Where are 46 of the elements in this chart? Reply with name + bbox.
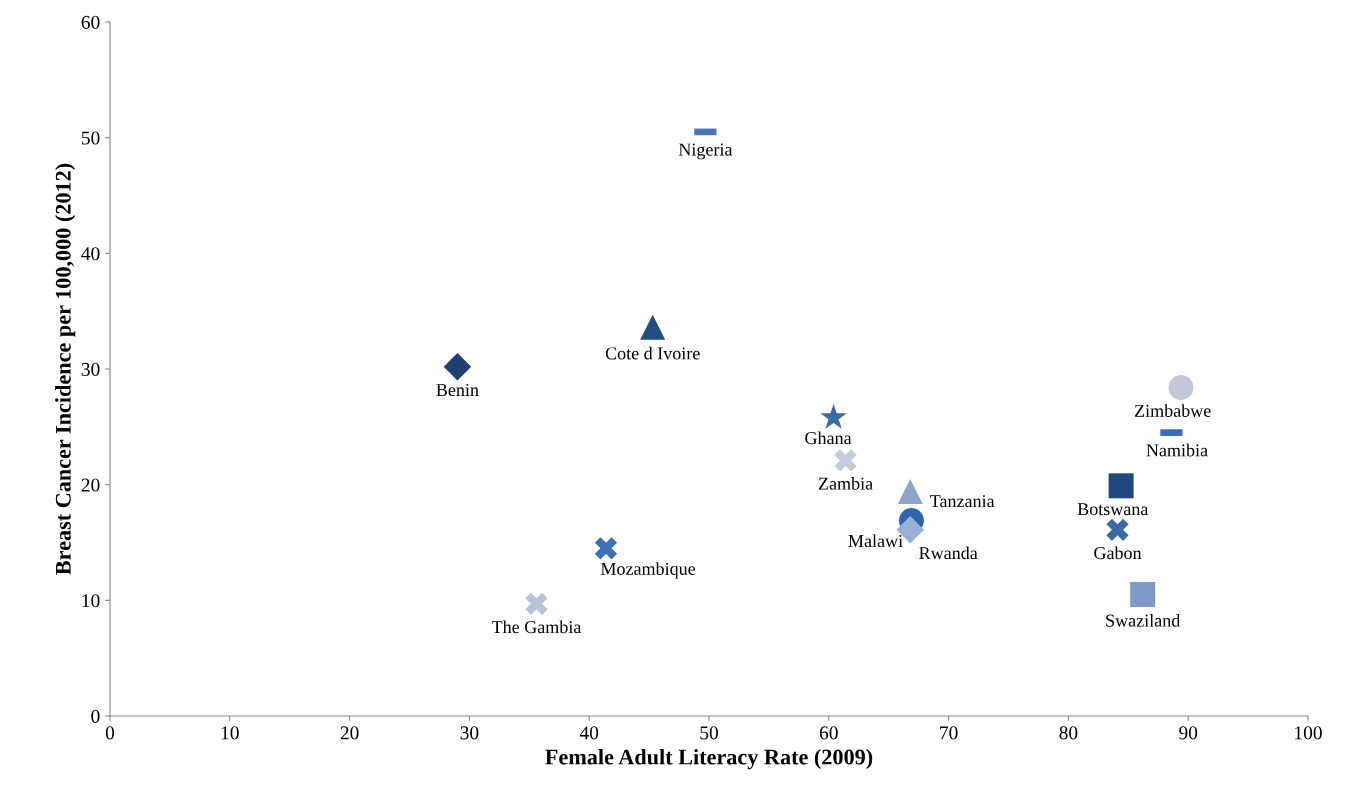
point [594,537,618,560]
point [525,592,548,615]
x-axis-title: Female Adult Literacy Rate (2009) [545,748,873,770]
x-tick-label: 70 [940,726,958,740]
y-tick-label: 10 [82,594,100,608]
series-label: Mozambique [600,562,696,579]
y-tick-label: 0 [91,709,100,723]
x-tick-label: 100 [1295,726,1322,740]
x-tick-label: 80 [1059,726,1078,740]
y-axis-title: Breast Cancer Incidence per 100,000 (2012) [55,163,76,575]
series-label: The Gambia [491,620,582,634]
point [1130,582,1156,608]
series-label: Botswana [1077,503,1149,516]
series-label: Ghana [805,431,852,445]
y-tick-label: 50 [81,131,100,145]
series-label: Tanzania [930,495,995,508]
x-tick-label: 50 [700,726,718,740]
y-tick-label: 60 [81,15,100,29]
point [1108,473,1134,499]
x-tick-label: 90 [1179,726,1198,740]
series-label: Benin [436,383,479,397]
y-tick-label: 40 [81,247,100,261]
series-label: Zimbabwe [1134,404,1211,417]
series-label: Namibia [1146,443,1208,457]
point [443,352,472,381]
x-tick-label: 30 [460,726,479,740]
x-tick-label: 60 [819,726,838,740]
series-label: Zambia [818,477,873,490]
series-label: Nigeria [678,143,733,160]
point [834,449,857,472]
series-label: Gabon [1094,546,1142,560]
point [820,403,847,429]
x-tick-label: 0 [105,726,115,740]
x-tick-label: 10 [221,726,239,740]
series-label: Rwanda [919,546,978,560]
y-tick-label: 30 [81,362,100,376]
point [897,479,923,505]
x-tick-label: 20 [340,726,359,740]
series-label: Swaziland [1106,613,1181,627]
series-label: Malawi [848,534,903,548]
point [640,314,666,340]
x-tick-label: 40 [579,726,599,740]
y-tick-label: 20 [81,478,100,492]
point [1168,375,1194,401]
series-label: Cote d Ivoire [605,346,700,360]
point [1106,518,1129,541]
